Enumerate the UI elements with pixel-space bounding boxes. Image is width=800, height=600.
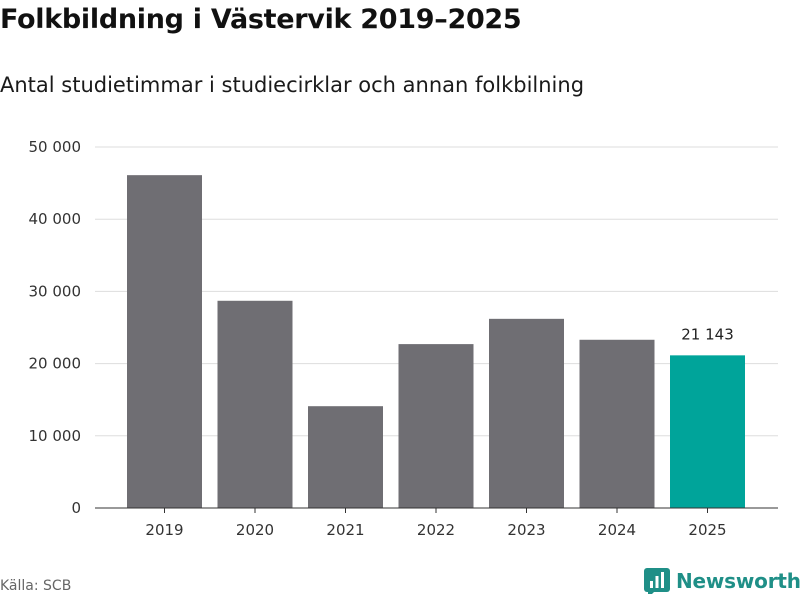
x-axis-ticks: 2019 2020 2021 2022 2023 2024 2025: [145, 508, 727, 539]
x-tick-label: 2024: [598, 521, 636, 539]
bar-2022: [398, 344, 474, 508]
brand-name: Newsworthy: [676, 569, 800, 593]
page-title: Folkbildning i Västervik 2019–2025: [0, 4, 522, 35]
bar-2024: [579, 339, 655, 508]
x-tick-label: 2019: [145, 521, 183, 539]
y-tick-label: 30 000: [29, 282, 82, 300]
bar-2025: [670, 355, 745, 508]
data-label: 21 143: [681, 325, 734, 343]
bar-chart-logo-icon: [644, 568, 670, 594]
y-tick-label: 0: [71, 499, 81, 517]
data-labels: 21 143: [681, 325, 734, 343]
y-tick-label: 10 000: [29, 427, 82, 445]
y-tick-label: 40 000: [29, 210, 82, 228]
brand-logo: Newsworthy: [644, 568, 800, 594]
bar-2023: [489, 318, 564, 508]
x-tick-label: 2020: [236, 521, 274, 539]
bar-2019: [127, 175, 202, 508]
bars: [127, 175, 745, 508]
y-tick-label: 20 000: [29, 355, 82, 373]
x-tick-label: 2025: [688, 521, 726, 539]
y-axis-ticks: 0 10 000 20 000 30 000 40 000 50 000: [29, 138, 82, 517]
bar-2020: [217, 300, 293, 508]
source-note: Källa: SCB: [0, 578, 72, 594]
bar-2021: [308, 406, 383, 508]
x-tick-label: 2023: [507, 521, 545, 539]
y-tick-label: 50 000: [29, 138, 82, 156]
x-tick-label: 2021: [326, 521, 364, 539]
x-tick-label: 2022: [417, 521, 455, 539]
chart-subtitle: Antal studietimmar i studiecirklar och a…: [0, 73, 585, 97]
